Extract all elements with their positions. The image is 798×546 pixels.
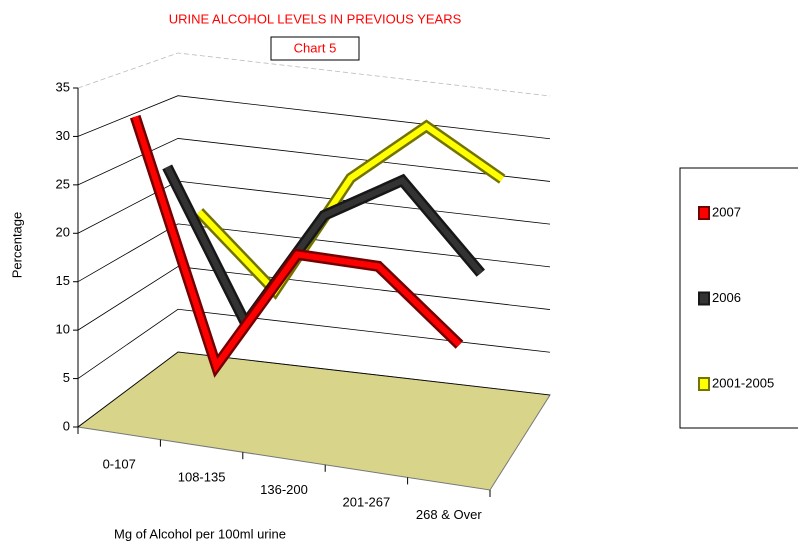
legend-label: 2007	[712, 204, 741, 219]
grid-line	[77, 138, 551, 186]
y-tick-label: 20	[56, 225, 70, 240]
y-tick-label: 0	[63, 418, 70, 433]
series-line	[164, 165, 484, 330]
series-line	[132, 115, 462, 373]
x-tick-label: 136-200	[260, 482, 308, 497]
x-axis-label: Mg of Alcohol per 100ml urine	[114, 526, 286, 541]
y-tick-label: 15	[56, 273, 70, 288]
floor	[76, 351, 551, 491]
grid-line	[77, 266, 551, 331]
y-tick-label: 10	[56, 322, 70, 337]
y-tick-label: 25	[56, 176, 70, 191]
grid-line	[77, 223, 551, 283]
chart-subtitle: Chart 5	[294, 40, 337, 55]
legend-swatch	[698, 291, 710, 306]
x-tick-label: 108-135	[178, 469, 226, 484]
series-line-edge	[129, 114, 464, 378]
legend-swatch	[698, 377, 710, 391]
legend-label: 2001-2005	[712, 375, 774, 390]
series-line	[197, 122, 504, 296]
chart-title: URINE ALCOHOL LEVELS IN PREVIOUS YEARS	[169, 11, 462, 26]
grid-line	[77, 351, 551, 428]
y-axis-label: Percentage	[9, 212, 24, 279]
series-line-edge	[162, 164, 485, 334]
y-tick-label: 5	[63, 370, 70, 385]
y-tick-label: 35	[56, 79, 70, 94]
x-tick-label: 0-107	[103, 457, 136, 472]
legend-label: 2006	[712, 290, 741, 305]
x-tick-label: 201-267	[343, 495, 391, 510]
x-tick-label: 268 & Over	[416, 507, 482, 522]
grid-line	[77, 95, 551, 140]
subtitle-box	[270, 36, 360, 61]
grid-line	[77, 52, 551, 97]
grid-line	[77, 308, 551, 379]
legend-swatch	[698, 206, 710, 220]
y-tick-label: 30	[56, 128, 70, 143]
